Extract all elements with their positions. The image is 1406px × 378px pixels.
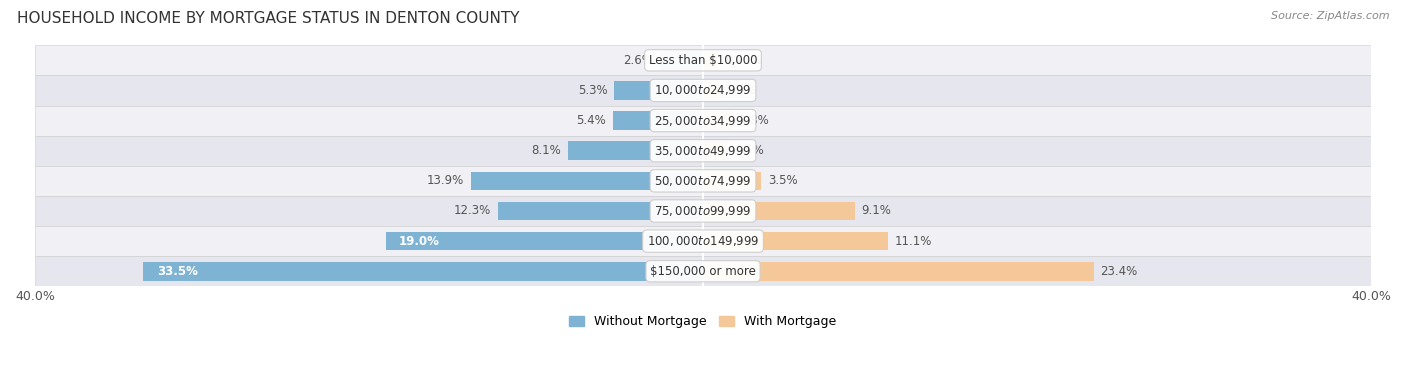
Text: $75,000 to $99,999: $75,000 to $99,999 <box>654 204 752 218</box>
Text: 12.3%: 12.3% <box>454 204 491 217</box>
Text: Source: ZipAtlas.com: Source: ZipAtlas.com <box>1271 11 1389 21</box>
Text: $10,000 to $24,999: $10,000 to $24,999 <box>654 84 752 98</box>
Bar <box>35 75 1371 105</box>
Text: 3.5%: 3.5% <box>768 174 797 187</box>
Text: $50,000 to $74,999: $50,000 to $74,999 <box>654 174 752 188</box>
Text: 19.0%: 19.0% <box>399 235 440 248</box>
Bar <box>143 262 703 280</box>
Text: $25,000 to $34,999: $25,000 to $34,999 <box>654 113 752 128</box>
Bar <box>703 111 733 130</box>
Bar <box>568 141 703 160</box>
Bar <box>35 226 1371 256</box>
Bar <box>35 196 1371 226</box>
Text: $150,000 or more: $150,000 or more <box>650 265 756 278</box>
Bar <box>703 262 1094 280</box>
Bar <box>703 232 889 251</box>
Bar <box>613 111 703 130</box>
Text: 1.5%: 1.5% <box>735 144 765 157</box>
Bar <box>703 51 718 70</box>
Text: 8.1%: 8.1% <box>531 144 561 157</box>
Bar <box>35 256 1371 286</box>
Bar <box>35 166 1371 196</box>
Bar <box>659 51 703 70</box>
Text: 2.6%: 2.6% <box>623 54 652 67</box>
Text: 1.8%: 1.8% <box>740 114 769 127</box>
Bar <box>35 105 1371 136</box>
Text: 1.0%: 1.0% <box>727 84 756 97</box>
Bar <box>614 81 703 100</box>
Text: 33.5%: 33.5% <box>157 265 198 278</box>
Text: HOUSEHOLD INCOME BY MORTGAGE STATUS IN DENTON COUNTY: HOUSEHOLD INCOME BY MORTGAGE STATUS IN D… <box>17 11 519 26</box>
Text: 9.1%: 9.1% <box>862 204 891 217</box>
Text: $35,000 to $49,999: $35,000 to $49,999 <box>654 144 752 158</box>
Text: 23.4%: 23.4% <box>1101 265 1137 278</box>
Bar <box>498 201 703 220</box>
Text: $100,000 to $149,999: $100,000 to $149,999 <box>647 234 759 248</box>
Legend: Without Mortgage, With Mortgage: Without Mortgage, With Mortgage <box>564 310 842 333</box>
Text: 13.9%: 13.9% <box>427 174 464 187</box>
Bar <box>385 232 703 251</box>
Bar <box>703 172 762 190</box>
Bar <box>703 81 720 100</box>
Text: 11.1%: 11.1% <box>896 235 932 248</box>
Bar <box>35 136 1371 166</box>
Bar <box>35 45 1371 75</box>
Bar <box>703 201 855 220</box>
Text: 5.4%: 5.4% <box>576 114 606 127</box>
Text: 5.3%: 5.3% <box>578 84 607 97</box>
Text: 0.91%: 0.91% <box>725 54 762 67</box>
Bar <box>471 172 703 190</box>
Bar <box>703 141 728 160</box>
Text: Less than $10,000: Less than $10,000 <box>648 54 758 67</box>
